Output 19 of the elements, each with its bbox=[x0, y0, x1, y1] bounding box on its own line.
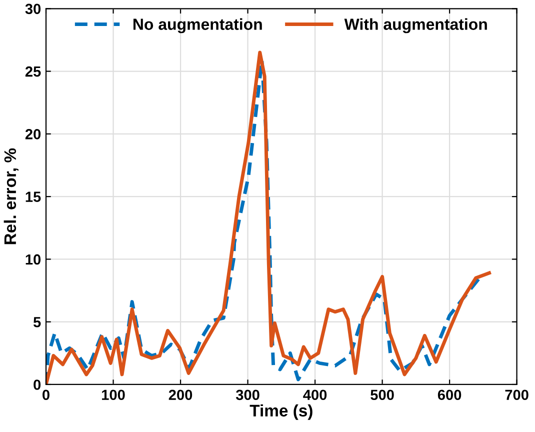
x-tick-label: 100 bbox=[102, 390, 125, 400]
y-tick-label: 30 bbox=[25, 4, 41, 14]
x-tick-label: 200 bbox=[168, 390, 192, 400]
y-tick-label: 5 bbox=[33, 317, 41, 328]
y-tick-label: 0 bbox=[34, 380, 41, 390]
x-tick-label: 0 bbox=[42, 390, 50, 400]
x-tick-label: 400 bbox=[303, 390, 327, 400]
y-axis-title: Rel. error, % bbox=[4, 148, 18, 244]
y-tick-label: 15 bbox=[26, 192, 41, 202]
x-tick-label: 600 bbox=[438, 390, 462, 400]
y-tick-label: 10 bbox=[26, 254, 41, 265]
y-tick-label: 25 bbox=[25, 66, 41, 77]
legend-label: No augmentation bbox=[133, 18, 262, 34]
x-axis-title: Time (s) bbox=[250, 404, 312, 420]
legend-label: With augmentation bbox=[344, 18, 487, 34]
x-tick-label: 500 bbox=[370, 390, 394, 400]
x-tick-label: 700 bbox=[505, 390, 528, 400]
x-tick-label: 300 bbox=[236, 390, 260, 400]
y-tick-label: 20 bbox=[25, 129, 41, 140]
